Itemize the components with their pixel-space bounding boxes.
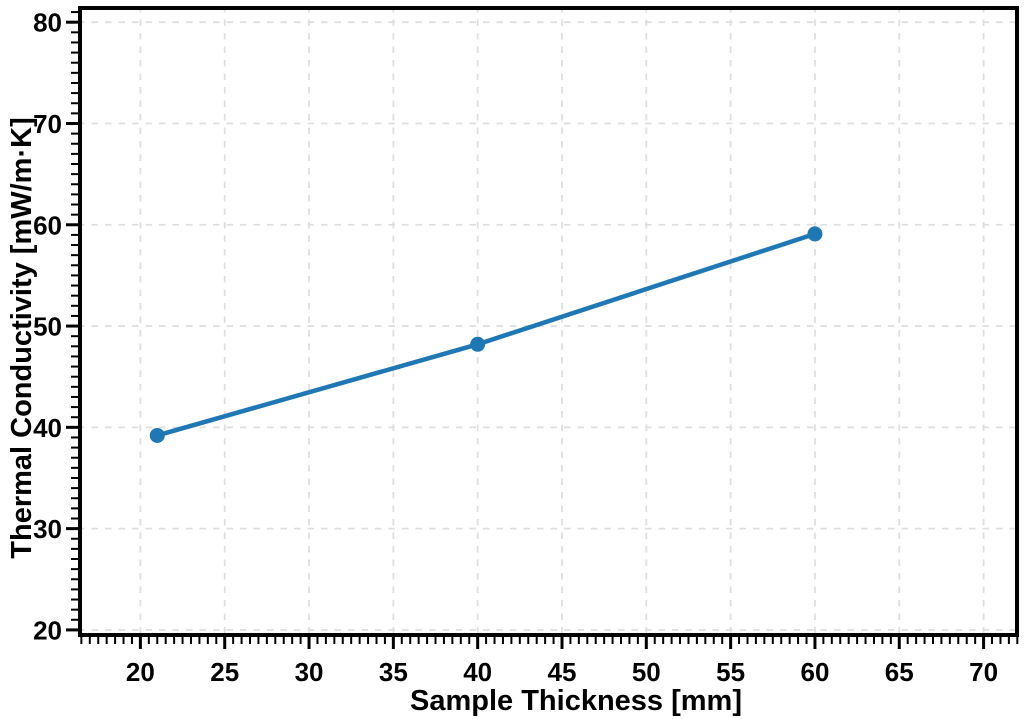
grid-layer (78, 6, 1019, 637)
x-tick-label: 40 (463, 657, 492, 687)
data-point-marker (149, 427, 165, 443)
plot-spines (78, 6, 1019, 637)
x-tick-label: 70 (969, 657, 998, 687)
y-tick-label: 60 (33, 210, 62, 240)
y-axis-label: Thermal Conductivity [mW/m·K] (6, 117, 38, 558)
tick-layer: 20 25 30 35 40 45 50 55 60 65 70 20 30 40 50 60 70 80 (33, 8, 1019, 687)
x-tick-label: 60 (800, 657, 829, 687)
data-line (155, 231, 818, 438)
x-tick-label: 35 (379, 657, 408, 687)
x-tick-label: 55 (716, 657, 745, 687)
data-point-marker (470, 336, 486, 352)
x-axis-label: Sample Thickness [mm] (410, 685, 742, 717)
plot-border (78, 6, 1019, 637)
x-tick-label: 25 (210, 657, 239, 687)
y-tick-label: 70 (33, 109, 62, 139)
y-tick-label: 80 (33, 8, 62, 38)
x-tick-label: 20 (126, 657, 155, 687)
y-tick-label: 30 (33, 514, 62, 544)
y-tick-label: 20 (33, 615, 62, 645)
x-tick-label: 65 (885, 657, 914, 687)
x-tick-label: 45 (548, 657, 577, 687)
y-tick-label: 50 (33, 312, 62, 342)
data-point-marker (807, 226, 823, 242)
x-tick-label: 30 (295, 657, 324, 687)
y-tick-label: 40 (33, 413, 62, 443)
series-layer (149, 226, 823, 443)
x-tick-label: 50 (632, 657, 661, 687)
